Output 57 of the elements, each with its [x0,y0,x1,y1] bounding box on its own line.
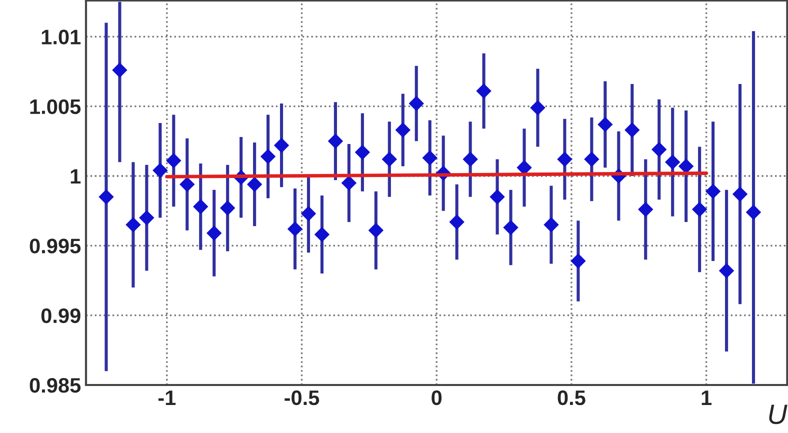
point [314,226,330,242]
point [112,62,128,78]
point [408,96,424,112]
point [449,214,464,230]
point [584,152,600,167]
point [166,153,182,168]
point [139,210,154,226]
x-tick-label: 0.5 [558,390,586,406]
point [530,100,546,116]
point [422,150,438,166]
y-tick-label: 0.985 [30,378,81,393]
y-tick-label: 0.995 [30,238,81,254]
y-tick-label: 1 [70,169,81,184]
point [557,152,572,167]
point [746,204,762,220]
point [260,148,276,164]
y-tick-label: 1.005 [30,99,81,114]
y-tick-label: 1.01 [42,30,81,44]
x-tick-label: 0 [432,390,442,406]
point [126,217,141,232]
y-tick-label: 0.99 [41,308,80,324]
point [705,184,721,199]
point [732,186,748,202]
point [638,202,654,218]
point [368,222,384,238]
point [570,253,586,269]
point [193,199,208,214]
point [652,142,667,158]
point [98,189,114,205]
point [476,83,492,99]
point [598,116,613,132]
x-tick-label: -0.5 [284,390,320,406]
point [152,162,168,178]
point [274,138,290,153]
x-axis-title: U [769,404,788,424]
point [287,221,303,237]
point [382,152,398,167]
point [206,226,222,241]
point [624,122,640,138]
point [692,202,708,218]
point [462,152,478,167]
point [664,154,680,170]
point [544,217,559,232]
x-tick-label: 1 [702,390,712,405]
point [678,158,694,174]
x-tick-label: -1 [158,390,176,405]
point [718,263,734,278]
point [354,144,370,160]
point [300,206,316,222]
point [180,176,195,192]
point [341,175,357,191]
point [395,122,410,138]
point [503,220,518,236]
point [490,189,505,205]
point [246,176,262,192]
point [328,134,344,149]
point [220,200,236,216]
